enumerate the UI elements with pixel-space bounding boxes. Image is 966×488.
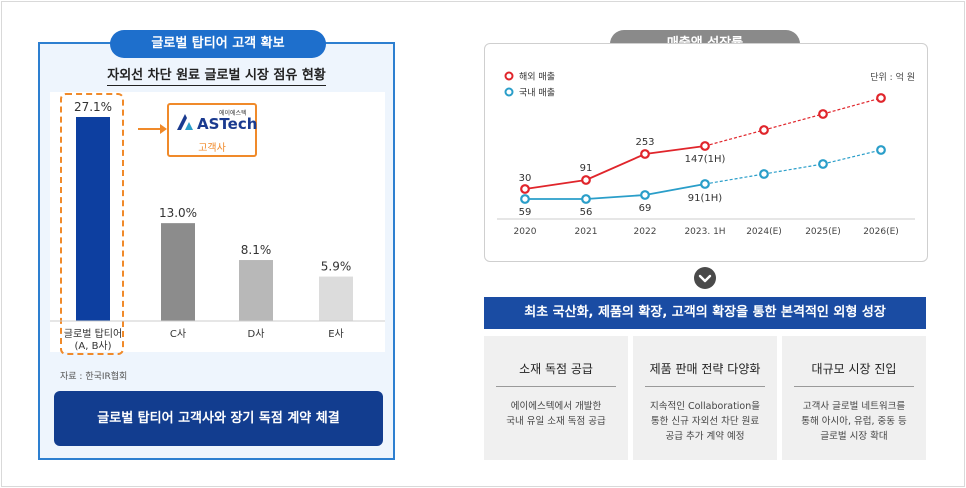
domestic-line-segment	[585, 194, 646, 200]
card-body-line: 글로벌 시장 확대	[820, 431, 888, 442]
card-title: 대규모 시장 진입	[811, 362, 897, 376]
arrow-line	[138, 128, 162, 130]
strategy-card-3: 대규모 시장 진입 고객사 글로벌 네트워크를 통해 아시아, 유럽, 중동 등…	[782, 336, 926, 460]
overseas-value-label: 253	[635, 137, 654, 148]
share-chart-title: 자외선 차단 원료 글로벌 시장 점유 현황	[38, 64, 395, 86]
domestic-value-label: 91(1H)	[688, 193, 723, 204]
strategy-card-2: 제품 판매 전략 다양화 지속적인 Collaboration을 통한 신규 자…	[633, 336, 777, 460]
x-tick-label: 2023. 1H	[684, 227, 725, 237]
overseas-projected-segment	[763, 113, 824, 131]
top-tier-highlight-box	[60, 93, 124, 355]
card-body-line: 공급 추가 계약 예정	[665, 431, 745, 442]
line-point	[520, 194, 530, 204]
line-point	[876, 93, 886, 103]
card-body-line: 국내 유일 소재 독점 공급	[506, 416, 606, 427]
x-tick-label: 2020	[514, 227, 537, 237]
astech-logo-box: 에이에스텍 ASTech 고객사	[167, 103, 257, 157]
legend-marker	[504, 87, 514, 97]
x-tick-label: 2021	[575, 227, 598, 237]
share-category-label: 글로벌 탑티어	[64, 328, 122, 340]
logo-brand-text: ASTech	[197, 115, 258, 133]
card-divider	[496, 386, 616, 387]
share-bar-value: 27.1%	[74, 100, 112, 114]
line-point	[581, 194, 591, 204]
line-point	[876, 145, 886, 155]
card-body-line: 통한 신규 자외선 차단 원료	[650, 416, 760, 427]
legend-label: 국내 매출	[519, 88, 555, 99]
domestic-value-label: 69	[639, 203, 652, 214]
card-title: 제품 판매 전략 다양화	[649, 362, 761, 376]
logo-small-text: 에이에스텍	[219, 110, 247, 117]
domestic-projected-segment	[763, 163, 824, 175]
card-divider	[794, 386, 914, 387]
card-body: 고객사 글로벌 네트워크를 통해 아시아, 유럽, 중동 등 글로벌 시장 확대	[786, 399, 922, 444]
legend-marker	[504, 71, 514, 81]
strategy-card-1: 소재 독점 공급 에이에스텍에서 개발한 국내 유일 소재 독점 공급	[484, 336, 628, 460]
card-body-line: 통해 아시아, 유럽, 중동 등	[801, 416, 907, 427]
x-tick-label: 2025(E)	[805, 227, 841, 237]
share-bar-value: 8.1%	[241, 243, 272, 257]
share-category-label: (A, B사)	[74, 340, 111, 352]
share-bar-value: 5.9%	[321, 260, 352, 274]
share-category-label: D사	[248, 328, 265, 340]
exclusive-contract-banner: 글로벌 탑티어 고객사와 장기 독점 계약 체결	[54, 391, 383, 446]
source-note: 자료 : 한국IR협회	[60, 372, 128, 382]
card-body-line: 고객사 글로벌 네트워크를	[802, 401, 906, 412]
overseas-line-segment	[524, 179, 587, 190]
line-point	[640, 190, 650, 200]
share-bar	[319, 276, 353, 321]
overseas-value-label: 147(1H)	[685, 154, 726, 165]
share-bar	[161, 223, 195, 321]
customer-section-pill: 글로벌 탑티어 고객 확보	[110, 30, 326, 58]
domestic-value-label: 59	[519, 207, 532, 218]
overseas-projected-segment	[704, 129, 765, 147]
share-bar-chart: 27.1% 글로벌 탑티어(A, B사) 13.0% C사 8.1% D사 5.9% E사	[50, 100, 385, 352]
card-body-line: 지속적인 Collaboration을	[649, 401, 761, 412]
line-point	[581, 175, 591, 185]
growth-banner: 최초 국산화, 제품의 확장, 고객의 확장을 통한 본격적인 외형 성장	[484, 297, 926, 329]
share-category-label: C사	[170, 328, 186, 340]
line-point	[640, 149, 650, 159]
logo-sub-text: 고객사	[198, 143, 226, 154]
card-body: 지속적인 Collaboration을 통한 신규 자외선 차단 원료 공급 추…	[637, 399, 773, 444]
share-category-label: E사	[328, 328, 344, 340]
domestic-value-label: 56	[580, 207, 593, 218]
x-tick-label: 2024(E)	[746, 227, 782, 237]
legend-label: 해외 매출	[519, 71, 555, 83]
chevron-down-icon	[694, 267, 716, 289]
card-body: 에이에스텍에서 개발한 국내 유일 소재 독점 공급	[488, 399, 624, 429]
card-title: 소재 독점 공급	[519, 362, 593, 376]
overseas-line-segment	[644, 145, 706, 155]
arrow-right-icon	[160, 124, 167, 134]
line-point	[520, 184, 530, 194]
share-bar	[76, 117, 110, 321]
overseas-projected-segment	[822, 97, 882, 115]
astech-logo-icon	[177, 114, 193, 130]
card-body-line: 에이에스텍에서 개발한	[510, 401, 602, 412]
domestic-projected-segment	[704, 173, 765, 185]
domestic-projected-segment	[822, 149, 882, 165]
line-point	[759, 169, 769, 179]
line-point	[700, 141, 710, 151]
line-point	[818, 109, 828, 119]
overseas-value-label: 30	[519, 173, 532, 184]
card-divider	[645, 386, 765, 387]
line-point	[700, 179, 710, 189]
unit-label: 단위 : 억 원	[870, 73, 915, 83]
domestic-line-segment	[644, 183, 706, 196]
x-tick-label: 2022	[634, 227, 657, 237]
share-bar-value: 13.0%	[159, 206, 197, 220]
line-point	[759, 125, 769, 135]
share-chart-title-text: 자외선 차단 원료 글로벌 시장 점유 현황	[107, 68, 326, 86]
chevron-down-glyph	[698, 274, 712, 283]
x-tick-label: 2026(E)	[863, 227, 899, 237]
line-point	[818, 159, 828, 169]
overseas-line-segment	[585, 153, 646, 181]
share-bar	[239, 260, 273, 321]
overseas-value-label: 91	[580, 163, 593, 174]
